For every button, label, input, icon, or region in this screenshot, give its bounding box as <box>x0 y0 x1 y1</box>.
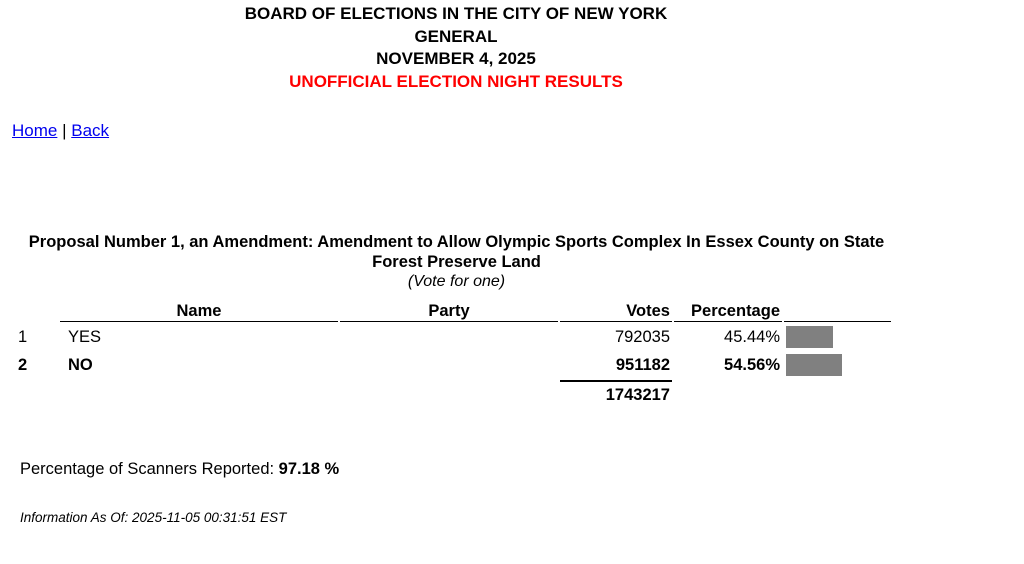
name-header: Name <box>60 301 338 322</box>
back-link[interactable]: Back <box>71 121 110 140</box>
total-spacer <box>340 380 558 408</box>
vote-for-note: (Vote for one) <box>407 273 506 290</box>
table-row: 2 NO 951182 54.56% <box>16 352 891 378</box>
home-link[interactable]: Home <box>12 121 58 140</box>
contest-title: Proposal Number 1, an Amendment: Amendme… <box>28 233 885 271</box>
vote-share-bar <box>786 326 833 348</box>
total-spacer <box>674 380 782 408</box>
party-header: Party <box>340 301 558 322</box>
scanners-value: 97.18 % <box>278 460 340 478</box>
election-date: NOVEMBER 4, 2025 <box>376 49 536 68</box>
information-as-of: Information As Of: 2025-11-05 00:31:51 E… <box>20 510 287 525</box>
row-index: 1 <box>18 327 28 346</box>
bar-header <box>784 301 891 322</box>
choice-name: NO <box>68 355 93 374</box>
total-row: 1743217 <box>16 380 891 408</box>
choice-votes: 951182 <box>615 355 670 374</box>
nav-links: Home | Back <box>12 121 109 141</box>
scanners-label: Percentage of Scanners Reported: <box>20 460 275 478</box>
table-row: 1 YES 792035 45.44% <box>16 324 891 350</box>
percentage-header: Percentage <box>674 301 782 322</box>
total-spacer <box>16 380 58 408</box>
vote-share-bar <box>786 354 842 376</box>
scanners-reported: Percentage of Scanners Reported: 97.18 % <box>20 460 339 479</box>
index-header <box>16 301 58 322</box>
votes-header: Votes <box>560 301 672 322</box>
choice-percentage: 45.44% <box>724 327 780 346</box>
choice-percentage: 54.56% <box>724 355 780 374</box>
board-title: BOARD OF ELECTIONS IN THE CITY OF NEW YO… <box>244 4 668 23</box>
results-table: Name Party Votes Percentage 1 YES 792035… <box>14 299 893 410</box>
choice-party <box>340 352 558 378</box>
results-header-row: Name Party Votes Percentage <box>16 301 891 322</box>
choice-name: YES <box>68 327 102 346</box>
page-header: BOARD OF ELECTIONS IN THE CITY OF NEW YO… <box>0 3 912 93</box>
total-spacer <box>60 380 338 408</box>
choice-party <box>340 324 558 350</box>
contest-heading: Proposal Number 1, an Amendment: Amendme… <box>14 232 899 292</box>
election-type: GENERAL <box>414 26 498 46</box>
choice-bar-cell <box>784 352 891 378</box>
choice-votes: 792035 <box>614 327 670 346</box>
choice-bar-cell <box>784 324 891 350</box>
unofficial-results-notice: UNOFFICIAL ELECTION NIGHT RESULTS <box>289 71 623 91</box>
row-index: 2 <box>18 355 28 374</box>
total-votes: 1743217 <box>560 380 672 408</box>
total-spacer <box>784 380 891 408</box>
nav-separator: | <box>62 121 67 140</box>
